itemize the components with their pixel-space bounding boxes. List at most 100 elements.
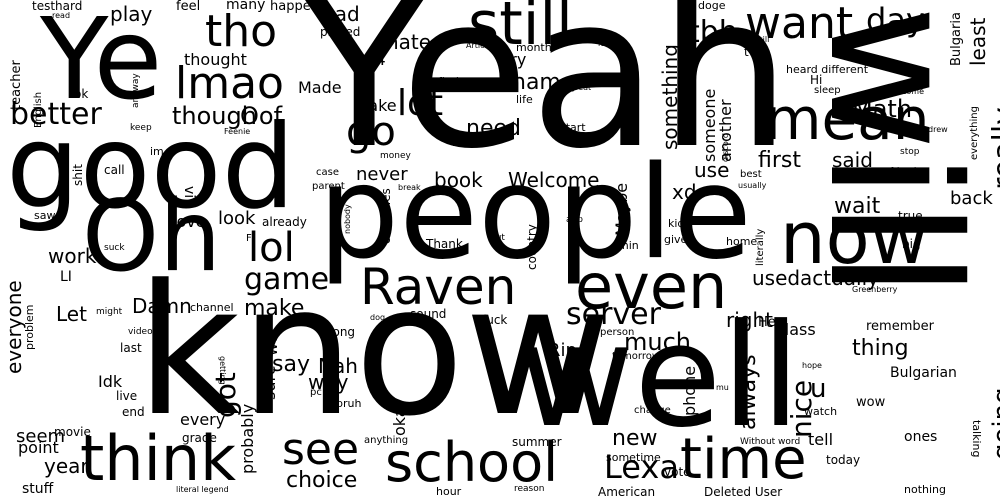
cloud-word: u — [810, 374, 827, 404]
cloud-word: change — [634, 405, 671, 416]
cloud-word: saw — [34, 209, 56, 222]
cloud-word: grade — [182, 431, 217, 445]
cloud-word: good — [6, 100, 296, 235]
cloud-word: play — [110, 2, 153, 26]
cloud-word: summer — [512, 435, 562, 449]
cloud-word: really — [987, 107, 1000, 190]
cloud-word: pc — [310, 387, 322, 398]
cloud-word: always — [736, 354, 761, 430]
cloud-word: Oof — [240, 102, 283, 130]
cloud-word: something — [658, 44, 682, 150]
cloud-word: read — [52, 11, 71, 20]
cloud-word: actually — [800, 266, 879, 290]
cloud-word: tell — [808, 430, 834, 449]
cloud-word: think — [80, 422, 237, 495]
cloud-word: game — [244, 262, 330, 297]
cloud-word: Rip — [548, 340, 577, 361]
cloud-word: LI — [60, 269, 72, 285]
cloud-word: year — [44, 454, 89, 478]
cloud-word: eat — [703, 365, 714, 382]
cloud-word: best — [740, 169, 762, 180]
cloud-word: right — [726, 308, 773, 332]
cloud-word: Idk — [98, 372, 123, 391]
cloud-word: happen — [270, 0, 319, 14]
cloud-word: already — [262, 215, 307, 229]
cloud-word: need — [466, 116, 521, 141]
cloud-word: heard different — [786, 63, 869, 76]
cloud-word: mean — [765, 85, 930, 153]
cloud-word: many — [226, 0, 266, 13]
cloud-word: Hey — [758, 315, 784, 330]
cloud-word: anyway — [131, 73, 141, 108]
cloud-word: Bulgaria — [949, 12, 964, 66]
cloud-word: people — [318, 139, 752, 288]
cloud-word: Ye — [40, 0, 163, 125]
cloud-word: two — [744, 45, 766, 59]
cloud-word: look — [218, 208, 256, 229]
cloud-word: tomorrow — [612, 351, 661, 362]
cloud-word: Feenie — [224, 127, 251, 136]
cloud-word: stuff — [22, 481, 54, 497]
cloud-word: life — [516, 93, 533, 106]
cloud-word: suck — [104, 243, 125, 253]
cloud-word: testhard — [32, 0, 83, 13]
cloud-word: vote — [664, 465, 691, 479]
cloud-word: big — [902, 237, 921, 251]
cloud-word: make — [244, 296, 305, 321]
cloud-word: call — [104, 163, 125, 177]
cloud-word: app — [566, 215, 583, 225]
cloud-word: hate — [386, 30, 432, 54]
cloud-word: ok — [74, 87, 89, 101]
cloud-word: money — [380, 151, 411, 161]
cloud-word: F — [246, 233, 252, 244]
cloud-word: Article — [466, 41, 492, 50]
cloud-word: probably — [238, 403, 257, 474]
cloud-word: even — [575, 250, 728, 323]
cloud-word: Math — [852, 95, 913, 123]
cloud-word: long — [598, 39, 616, 48]
cloud-word: American — [598, 485, 656, 499]
cloud-word: great — [570, 83, 592, 92]
cloud-word: friend — [890, 167, 917, 177]
cloud-word: Without word — [740, 437, 801, 447]
cloud-word: find — [438, 75, 459, 88]
cloud-word: live — [116, 389, 138, 403]
cloud-word: Tyr — [451, 129, 464, 146]
cloud-word: time — [680, 427, 807, 492]
cloud-word: bruh — [336, 397, 362, 410]
cloud-word: try — [504, 50, 527, 69]
cloud-word: usually — [738, 181, 767, 190]
cloud-word: remember — [866, 319, 934, 334]
cloud-word: stop — [900, 147, 920, 157]
cloud-word: seem — [16, 426, 66, 447]
cloud-word: use — [694, 158, 730, 182]
cloud-word: end — [122, 405, 145, 419]
cloud-word: Thank — [426, 237, 463, 251]
cloud-word: hour — [436, 485, 462, 498]
cloud-word: go — [346, 109, 396, 155]
cloud-word: xd — [672, 180, 697, 204]
cloud-word: sleep — [814, 85, 841, 96]
cloud-word: work — [48, 244, 97, 268]
cloud-word: though — [172, 102, 257, 130]
cloud-word: shit — [71, 164, 85, 186]
cloud-word: Damn — [132, 294, 192, 318]
cloud-word: Nah — [318, 354, 358, 378]
cloud-word: drew — [928, 125, 948, 134]
cloud-word: still — [468, 0, 573, 59]
cloud-word: ones — [904, 429, 938, 445]
cloud-word: min — [618, 239, 639, 252]
cloud-word: Maybe — [612, 182, 631, 236]
cloud-word: start — [560, 121, 586, 134]
cloud-word: btw — [754, 127, 775, 140]
cloud-word: fuck — [482, 313, 508, 327]
cloud-word: thing — [852, 336, 909, 361]
cloud-word: class — [776, 320, 816, 339]
cloud-word: last — [120, 341, 142, 355]
cloud-word: said — [832, 148, 873, 172]
cloud-word: nothing — [904, 483, 946, 496]
cloud-word: least — [966, 17, 990, 66]
cloud-word: nobody — [343, 204, 352, 234]
cloud-word: Greenberry — [852, 285, 898, 294]
